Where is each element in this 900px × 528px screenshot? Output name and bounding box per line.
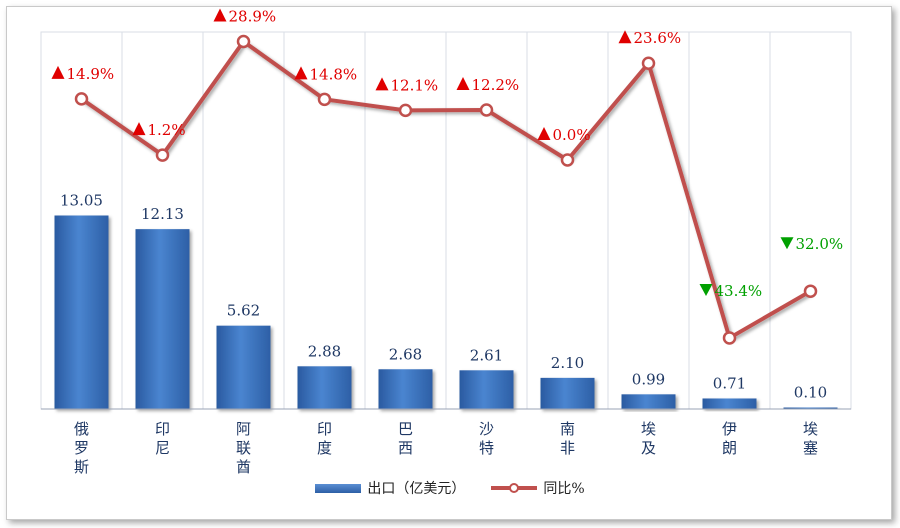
bar xyxy=(54,215,109,409)
x-tick-label: 南非 xyxy=(560,420,575,457)
legend-bar-swatch xyxy=(315,483,362,493)
bar-value-label: 2.88 xyxy=(308,342,341,360)
x-tick-label: 印度 xyxy=(317,420,332,457)
x-tick-label: 埃塞 xyxy=(803,420,818,457)
bar-value-label: 0.71 xyxy=(713,374,746,392)
up-triangle-icon xyxy=(132,122,146,136)
line-value-label: 28.9% xyxy=(229,8,277,26)
line-point xyxy=(641,56,656,70)
line-point xyxy=(479,103,494,117)
bar-value-label: 0.99 xyxy=(632,370,665,388)
line-value-label: 12.2% xyxy=(472,76,520,94)
bar-value-label: 2.61 xyxy=(470,346,503,364)
legend-bar-label: 出口（亿美元） xyxy=(367,481,466,497)
line-value-label: 12.1% xyxy=(391,76,439,94)
bar-value-label: 12.13 xyxy=(141,205,184,223)
bar xyxy=(135,229,190,409)
legend-item-line: 同比% xyxy=(491,478,585,498)
x-tick-label: 伊朗 xyxy=(722,420,737,457)
line-value-label: 14.8% xyxy=(310,65,358,83)
up-triangle-icon xyxy=(456,76,470,90)
line-value-label: 14.9% xyxy=(67,65,115,83)
x-tick-label: 沙特 xyxy=(479,420,494,457)
x-tick-label: 印尼 xyxy=(155,420,170,457)
legend-line-swatch xyxy=(491,481,538,495)
line-value-label: 1.2% xyxy=(148,121,186,139)
bar-value-label: 2.68 xyxy=(389,345,422,363)
line-point xyxy=(155,148,170,162)
line-path xyxy=(80,39,812,340)
line-point xyxy=(398,103,413,118)
bar xyxy=(540,377,595,409)
up-triangle-icon xyxy=(618,30,632,44)
bar-value-label: 5.62 xyxy=(227,302,260,320)
line-value-label: 43.4% xyxy=(715,282,763,300)
bar-value-label: 2.10 xyxy=(551,354,584,372)
line-point xyxy=(560,153,575,167)
line-point xyxy=(722,331,737,345)
up-triangle-icon xyxy=(375,77,389,91)
up-triangle-icon xyxy=(213,8,227,22)
line-point xyxy=(803,284,818,298)
bar xyxy=(702,398,757,409)
up-triangle-icon xyxy=(294,66,308,80)
data-labels: 13.05 12.13 5.62 2.88 2.68 2.61 2.10 0.99 0.71 0.… xyxy=(51,8,844,402)
x-tick-label: 阿联酋 xyxy=(236,420,251,476)
line-value-label: 32.0% xyxy=(796,235,844,253)
down-triangle-icon xyxy=(699,283,713,296)
bar xyxy=(783,407,838,409)
line-point xyxy=(236,34,251,49)
bar xyxy=(459,370,514,409)
bar xyxy=(216,325,271,409)
down-triangle-icon xyxy=(780,237,794,250)
bar xyxy=(621,394,676,409)
up-triangle-icon xyxy=(51,65,65,79)
line-point xyxy=(317,92,332,107)
bar-value-label: 0.10 xyxy=(794,384,827,402)
legend-line-label: 同比% xyxy=(543,481,585,497)
line-series xyxy=(74,34,818,345)
x-tick-label: 俄罗斯 xyxy=(74,420,89,476)
line-value-label: 23.6% xyxy=(634,29,682,47)
x-tick-label: 巴西 xyxy=(398,420,413,457)
bar-value-label: 13.05 xyxy=(60,192,103,210)
x-axis: 俄罗斯 印尼 阿联酋 印度 巴西 沙特 南非 埃及 伊朗 埃塞 xyxy=(41,408,851,476)
up-triangle-icon xyxy=(537,127,551,140)
x-tick-label: 埃及 xyxy=(641,420,656,457)
bars xyxy=(54,215,838,409)
legend-item-bar: 出口（亿美元） xyxy=(315,478,465,498)
line-point xyxy=(74,92,89,106)
legend: 出口（亿美元） 同比% xyxy=(0,478,900,498)
line-value-label: 0.0% xyxy=(553,126,591,144)
bar xyxy=(297,366,352,409)
bar xyxy=(378,369,433,409)
